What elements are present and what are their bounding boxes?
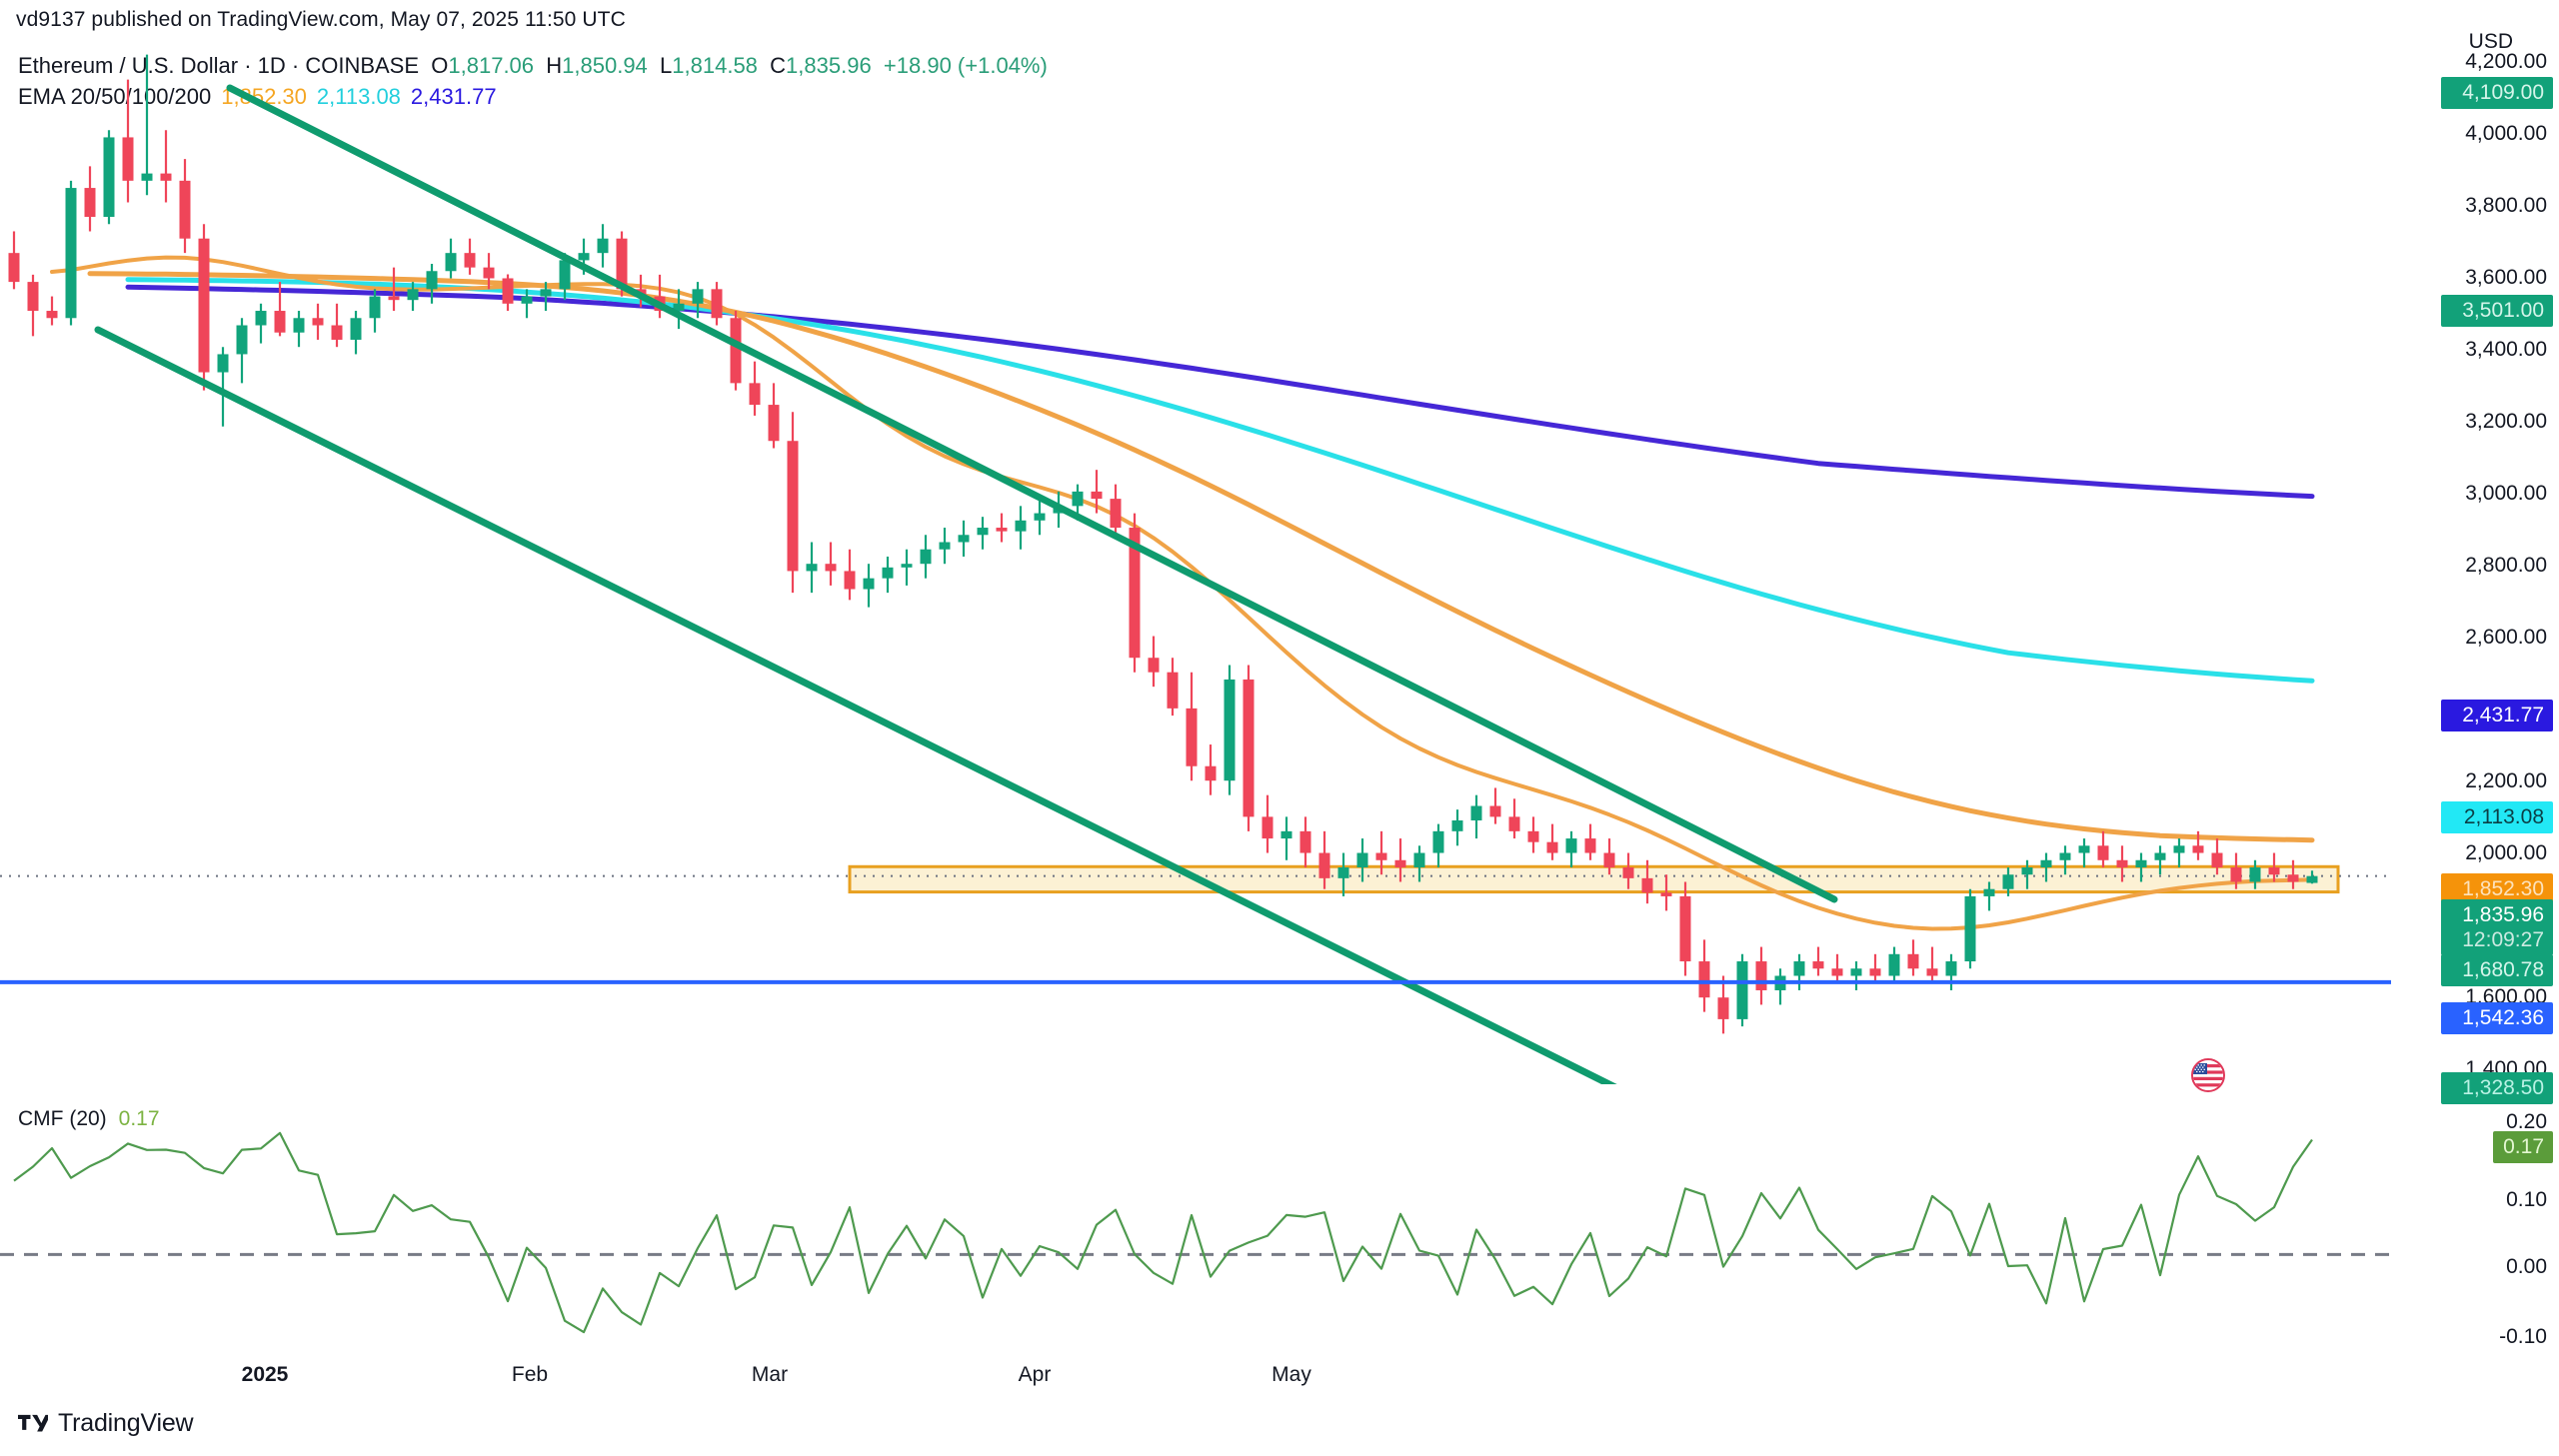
time-label-mar: Mar <box>751 1363 789 1386</box>
cmf-tick-0: 0.20 <box>2506 1110 2547 1133</box>
price-chart-svg[interactable] <box>0 0 2391 1084</box>
price-tick-11: 2,000.00 <box>2465 841 2547 864</box>
cmf-legend[interactable]: CMF (20) 0.17 <box>18 1107 160 1131</box>
cmf-subchart[interactable] <box>0 1099 2391 1349</box>
price-tick-2: 3,800.00 <box>2465 194 2547 217</box>
ema100-value: 2,113.08 <box>316 84 401 109</box>
symbol-ohlc-row[interactable]: Ethereum / U.S. Dollar · 1D · COINBASE O… <box>18 53 1048 78</box>
price-badge-label: 1,835.96 <box>2462 903 2544 926</box>
tradingview-footer-logo[interactable]: TradingView <box>18 1409 194 1438</box>
exchange-label[interactable]: COINBASE <box>305 53 420 78</box>
price-tick-3: 3,600.00 <box>2465 266 2547 289</box>
time-label-2025: 2025 <box>241 1363 289 1386</box>
cmf-line <box>13 1131 2313 1334</box>
open-value: 1,817.06 <box>448 53 535 78</box>
ema-100-line <box>125 277 2315 684</box>
ema-20-line <box>50 255 2314 931</box>
cmf-tick-1: 0.10 <box>2506 1188 2547 1211</box>
high-key: H <box>546 53 563 78</box>
publisher-attribution: vd9137 published on TradingView.com, May… <box>16 8 626 31</box>
low-key: L <box>660 53 673 78</box>
ema-legend-title: EMA 20/50/100/200 <box>18 84 212 109</box>
price-badge-ema200-2431[interactable]: 2,431.77 <box>2441 700 2553 731</box>
time-label-may: May <box>1272 1363 1311 1386</box>
price-badge-label: 1,542.36 <box>2462 1006 2544 1029</box>
price-tick-8: 2,600.00 <box>2465 626 2547 649</box>
price-badge-ema100-2113[interactable]: 2,113.08 <box>2441 801 2553 833</box>
price-tick-0: 4,200.00 <box>2465 50 2547 73</box>
us-economic-event-icon[interactable] <box>2191 1058 2225 1092</box>
time-label-feb: Feb <box>511 1363 549 1386</box>
cmf-chart-svg[interactable] <box>0 1099 2391 1349</box>
ema-50-line <box>87 271 2315 843</box>
price-badge-trendline-1542[interactable]: 1,542.36 <box>2441 1002 2553 1034</box>
price-badge-cmf-value-017[interactable]: 0.17 <box>2493 1131 2553 1163</box>
price-badge-support-1680[interactable]: 1,680.78 <box>2441 954 2553 986</box>
price-tick-7: 2,800.00 <box>2465 554 2547 577</box>
price-badge-label: 2,113.08 <box>2463 805 2544 828</box>
price-badge-label: 0.17 <box>2503 1135 2544 1158</box>
price-tick-6: 3,000.00 <box>2465 482 2547 505</box>
price-badge-label: 3,501.00 <box>2462 299 2544 322</box>
cmf-tick-3: -0.10 <box>2499 1325 2547 1348</box>
cmf-legend-value: 0.17 <box>118 1107 160 1130</box>
tradingview-brand-text: TradingView <box>58 1409 194 1437</box>
open-key: O <box>431 53 449 78</box>
price-badge-label: 4,109.00 <box>2462 81 2544 104</box>
symbol-name[interactable]: Ethereum / U.S. Dollar <box>18 53 239 78</box>
price-badge-resistance-4109[interactable]: 4,109.00 <box>2441 77 2553 109</box>
time-scale[interactable]: 2025 Feb Mar Apr May <box>0 1351 2391 1397</box>
price-scale[interactable]: USD 4,200.00 4,000.00 3,800.00 3,600.00 3,40… <box>2391 0 2559 1349</box>
price-tick-4: 3,400.00 <box>2465 338 2547 361</box>
price-tick-1: 4,000.00 <box>2465 122 2547 145</box>
price-tick-10: 2,200.00 <box>2465 769 2547 792</box>
price-badge-label: 1,852.30 <box>2462 877 2544 900</box>
cmf-legend-name: CMF (20) <box>18 1107 107 1130</box>
ema-200-line <box>125 284 2315 500</box>
price-badge-resistance-3501[interactable]: 3,501.00 <box>2441 295 2553 327</box>
interval-label[interactable]: 1D <box>257 53 286 78</box>
price-tick-5: 3,200.00 <box>2465 410 2547 433</box>
low-value: 1,814.58 <box>672 53 758 78</box>
supply-zone-rectangle[interactable] <box>848 864 2340 894</box>
change-value: +18.90 (+1.04%) <box>883 53 1048 78</box>
ema200-value: 2,431.77 <box>410 84 497 109</box>
bar-countdown-timer: 12:09:27 <box>2462 928 2544 951</box>
close-value: 1,835.96 <box>786 53 872 78</box>
price-badge-label: 1,680.78 <box>2462 958 2544 981</box>
time-label-apr: Apr <box>1018 1363 1052 1386</box>
price-badge-label: 2,431.77 <box>2462 704 2544 727</box>
price-scale-currency: USD <box>2468 30 2513 53</box>
close-key: C <box>770 53 787 78</box>
tradingview-logo-icon <box>18 1414 48 1431</box>
cmf-tick-2: 0.00 <box>2506 1255 2547 1278</box>
us-flag-icon <box>2193 1060 2223 1090</box>
high-value: 1,850.94 <box>562 53 648 78</box>
price-chart-plot[interactable] <box>0 0 2391 1084</box>
price-badge-label: 1,328.50 <box>2462 1076 2544 1099</box>
price-badge-support-1328[interactable]: 1,328.50 <box>2441 1072 2553 1104</box>
descending-channel-trendlines[interactable] <box>94 84 1838 1084</box>
price-badge-last-price-1835[interactable]: 1,835.96 12:09:27 <box>2441 899 2553 955</box>
